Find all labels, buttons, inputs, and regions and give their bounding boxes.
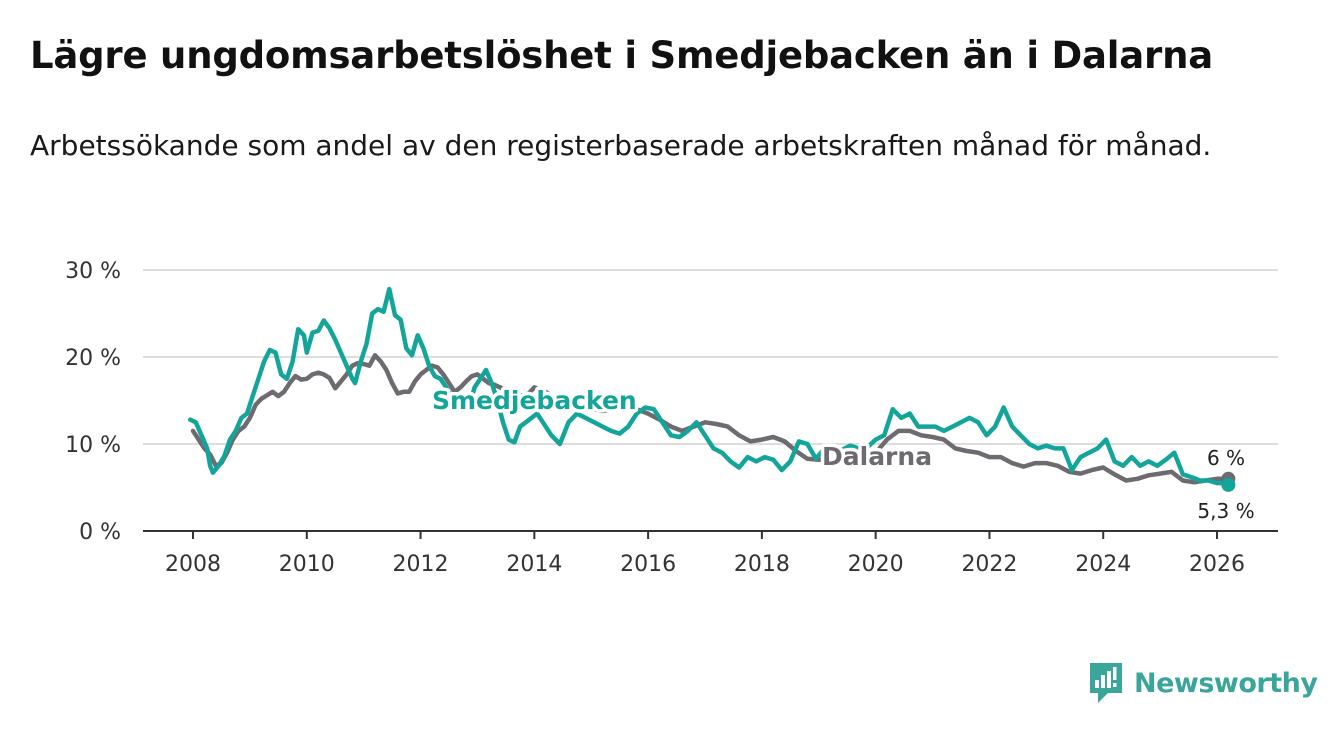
end-label-smedjebacken: 5,3 % bbox=[1197, 499, 1254, 523]
series-line-dalarna bbox=[190, 353, 1231, 485]
x-tick-label: 2012 bbox=[393, 552, 449, 577]
chart-title: Lägre ungdomsarbetslöshet i Smedjebacken… bbox=[30, 34, 1214, 77]
x-tick-label: 2024 bbox=[1075, 552, 1131, 577]
y-tick-label: 30 % bbox=[65, 259, 121, 284]
gridlines bbox=[143, 269, 1278, 532]
series-line-smedjebacken bbox=[187, 286, 1231, 488]
x-tick-label: 2018 bbox=[734, 552, 790, 577]
series-label-smedjebacken-halo: Smedjebacken bbox=[432, 386, 637, 415]
newsworthy-logo: Newsworthy bbox=[1088, 660, 1318, 706]
x-axis-ticks: 2008 2010 2012 2014 2016 2018 2020 2022 2024 2026 bbox=[165, 531, 1245, 577]
series-label-dalarna: Dalarna bbox=[822, 442, 932, 471]
y-axis-ticks: 0 % 10 % 20 % 30 % bbox=[65, 259, 121, 545]
series-label-dalarna-halo: Dalarna bbox=[822, 442, 932, 471]
series-lines bbox=[187, 286, 1236, 492]
bar-chart-logo-icon bbox=[1090, 663, 1122, 703]
series-label-smedjebacken: Smedjebacken bbox=[432, 386, 637, 415]
x-tick-label: 2016 bbox=[620, 552, 676, 577]
y-tick-label: 10 % bbox=[65, 433, 121, 458]
brand-name: Newsworthy bbox=[1134, 667, 1318, 699]
x-tick-label: 2008 bbox=[165, 552, 221, 577]
x-tick-label: 2014 bbox=[506, 552, 562, 577]
x-tick-label: 2010 bbox=[279, 552, 335, 577]
end-label-dalarna: 6 % bbox=[1207, 446, 1245, 470]
x-tick-label: 2026 bbox=[1189, 552, 1245, 577]
y-tick-label: 20 % bbox=[65, 346, 121, 371]
x-tick-label: 2022 bbox=[961, 552, 1017, 577]
end-point-smedjebacken bbox=[1221, 477, 1236, 492]
x-tick-label: 2020 bbox=[848, 552, 904, 577]
y-tick-label: 0 % bbox=[79, 520, 121, 545]
chart-subtitle: Arbetssökande som andel av den registerb… bbox=[30, 129, 1212, 162]
